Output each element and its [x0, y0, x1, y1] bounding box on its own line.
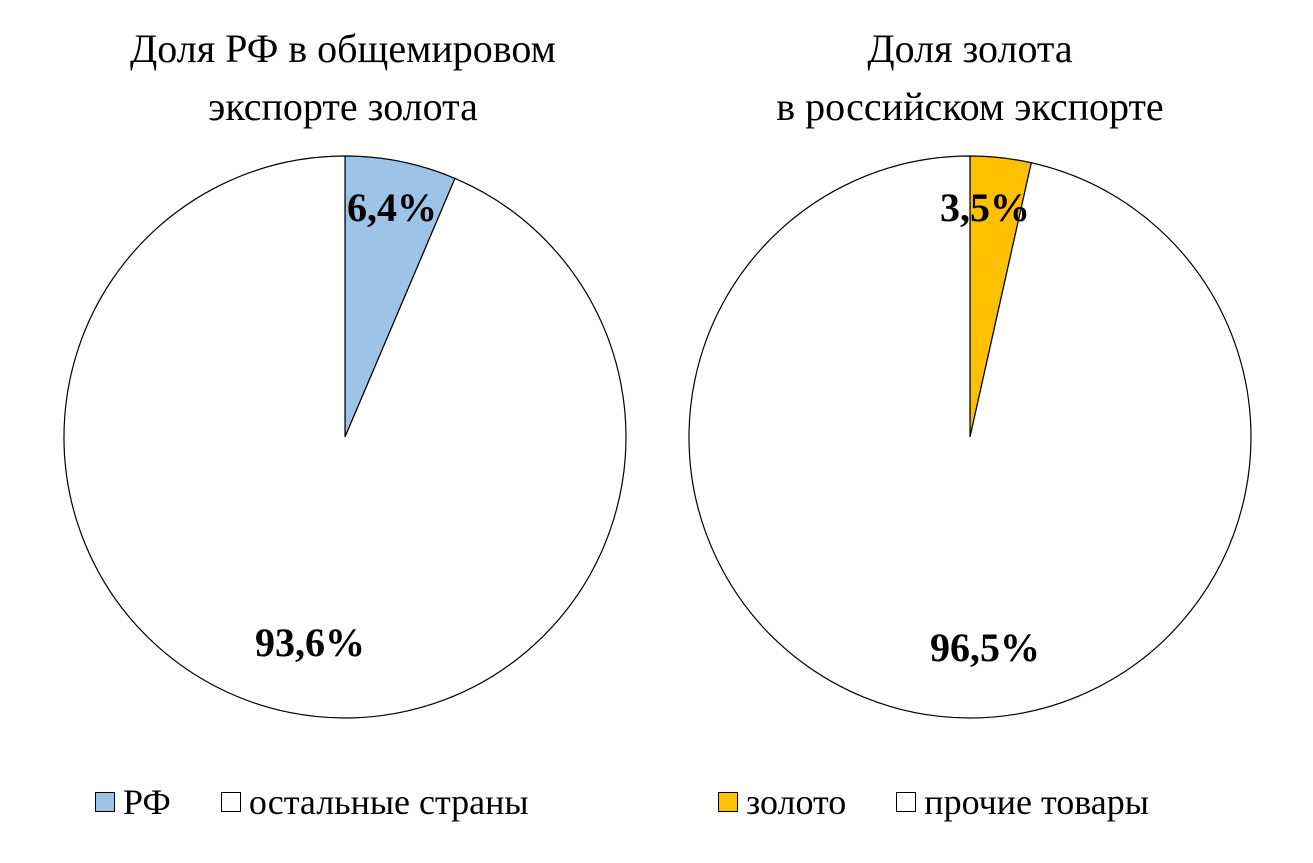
pie-label-gold: 3,5% — [940, 185, 1030, 230]
pie-label-rf: 6,4% — [347, 185, 437, 230]
legend-item-rf: РФ — [95, 781, 171, 823]
pie-label-other-countries: 93,6% — [255, 620, 365, 665]
legend-swatch-rf — [95, 792, 115, 812]
legend-swatch-other-countries — [220, 792, 241, 812]
chart-title-russian-export: Доля золота в российском экспорте — [660, 20, 1280, 136]
pie-slice-rf — [344, 155, 456, 438]
chart-title-line: Доля РФ в общемировом — [130, 26, 556, 71]
legend-swatch-gold — [718, 792, 738, 812]
chart-title-world-share: Доля РФ в общемировом экспорте золота — [33, 20, 653, 136]
pie-slice-other-goods — [688, 155, 1252, 719]
legend-label-gold: золото — [746, 782, 847, 822]
legend-label-rf: РФ — [123, 782, 171, 822]
legend-item-other-goods: прочие товары — [896, 781, 1149, 823]
legend-russian-export: золото прочие товары — [718, 780, 1199, 824]
legend-label-other-goods: прочие товары — [924, 782, 1149, 822]
pie-world-share: 6,4% 93,6% — [63, 155, 627, 719]
legend-item-gold: золото — [718, 781, 846, 823]
legend-world-share: РФ остальные страны — [95, 780, 579, 824]
chart-title-line: экспорте золота — [208, 84, 478, 129]
chart-title-line: Доля золота — [867, 26, 1073, 71]
pie-slice-other-countries — [63, 155, 627, 719]
legend-swatch-other-goods — [896, 792, 917, 812]
legend-item-other-countries: остальные страны — [220, 781, 529, 823]
pie-label-other-goods: 96,5% — [930, 625, 1040, 670]
pie-russian-export: 3,5% 96,5% — [688, 155, 1252, 719]
legend-label-other-countries: остальные страны — [248, 782, 529, 822]
chart-title-line: в российском экспорте — [776, 84, 1164, 129]
